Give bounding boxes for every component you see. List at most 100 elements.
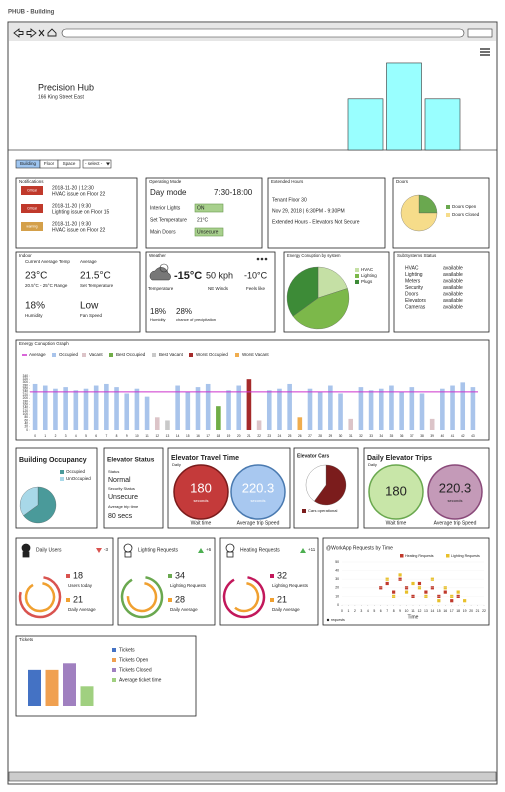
- pie-slice: [400, 194, 438, 232]
- panel-title: Indoor: [19, 253, 32, 258]
- mode-hours: 7:30-18:00: [214, 188, 253, 197]
- legend-label: Plugs: [361, 279, 373, 284]
- panel: [15, 251, 141, 333]
- point: [424, 590, 428, 594]
- y-tick-label: 20: [24, 425, 28, 429]
- x-tick-label: 13: [424, 609, 428, 613]
- setting-highlight: [194, 227, 224, 237]
- legend-swatch: [270, 598, 274, 602]
- x-tick-label: 4: [367, 609, 369, 613]
- panel: [15, 635, 197, 717]
- x-tick-label: 1: [44, 434, 46, 438]
- panel: [363, 447, 490, 529]
- x-tick-label: 27: [308, 434, 312, 438]
- notification-text: Lighting issue on Floor 15: [52, 209, 109, 215]
- menu-dot[interactable]: [264, 257, 268, 261]
- bar: [154, 417, 160, 430]
- x-tick-label: 16: [196, 434, 200, 438]
- x-tick-label: 15: [437, 609, 441, 613]
- setting-highlight: [194, 203, 224, 213]
- panel-title: Doors: [396, 179, 409, 184]
- menu-dot[interactable]: [256, 257, 260, 261]
- kpi-value: 220.3: [242, 480, 275, 495]
- widget-label: Daily Average: [272, 607, 300, 612]
- panel-title: Operating Mode: [149, 179, 182, 184]
- ring: [24, 581, 56, 613]
- widget-label: Users today: [68, 583, 93, 588]
- panel: [392, 177, 490, 249]
- bar: [165, 420, 170, 430]
- x-tick-label: 24: [278, 434, 282, 438]
- delta-arrow: [96, 548, 102, 553]
- x-tick-label: 8: [393, 609, 395, 613]
- label: 18%: [150, 307, 166, 316]
- y-tick-label: 50: [335, 560, 339, 564]
- back-button[interactable]: [13, 28, 24, 38]
- bar: [63, 387, 68, 430]
- bar: [83, 388, 89, 430]
- delta: +11: [308, 547, 316, 552]
- x-tick-label: 10: [405, 609, 409, 613]
- x-tick-label: 29: [329, 434, 333, 438]
- bar: [277, 388, 282, 430]
- notification-time: 2018-11-20 | 9:30: [52, 203, 91, 209]
- x-tick-label: 22: [257, 434, 261, 438]
- legend-swatch: [82, 353, 86, 357]
- x-tick-label: 11: [145, 434, 149, 438]
- panel-title: Tickets: [19, 637, 34, 642]
- mode: Day mode: [150, 188, 187, 197]
- label: Lighting: [405, 272, 423, 278]
- x-tick-label: 36: [400, 434, 404, 438]
- panel-title: Extended Hours: [271, 179, 304, 184]
- legend-swatch: [52, 353, 56, 357]
- label: Fan Speed: [80, 313, 103, 318]
- x-tick-label: 5: [373, 609, 375, 613]
- tab[interactable]: [57, 159, 81, 169]
- panel: [219, 537, 319, 626]
- bar: [440, 388, 445, 430]
- x-tick-label: 13: [166, 434, 170, 438]
- bar: [246, 379, 252, 430]
- widget-value: 34: [175, 570, 185, 580]
- browser-frame: [7, 21, 498, 785]
- home-button[interactable]: [47, 28, 57, 37]
- point: [385, 581, 389, 586]
- y-tick-label: 120: [23, 409, 29, 413]
- widget-label: Lighting Requests: [170, 583, 207, 588]
- legend-swatch: [109, 353, 113, 357]
- legend-label: Occupied: [66, 469, 86, 474]
- delta-arrow: [300, 548, 306, 553]
- x-tick-label: 39: [430, 434, 434, 438]
- setting-value: 21°C: [197, 217, 209, 223]
- bar: [470, 387, 476, 430]
- close-button[interactable]: [38, 29, 45, 37]
- label: Humidity: [25, 313, 43, 318]
- legend-swatch: [168, 598, 172, 602]
- legend-label: HVAC: [361, 267, 374, 272]
- panel: [15, 537, 114, 626]
- label: 23°C: [25, 271, 47, 282]
- forward-button[interactable]: [26, 28, 37, 38]
- x-tick-label: 8: [116, 434, 118, 438]
- label: Meters: [405, 278, 421, 284]
- bar: [63, 663, 76, 706]
- label: Doors: [405, 291, 419, 297]
- dropdown[interactable]: [82, 159, 112, 169]
- kpi-circle: [230, 464, 286, 520]
- search-box[interactable]: [467, 28, 493, 38]
- panel-title: SubSystems Status: [397, 253, 437, 258]
- y-tick-label: 40: [24, 421, 28, 425]
- bar: [358, 387, 364, 430]
- ring: [234, 581, 260, 613]
- legend-swatch: [400, 554, 404, 558]
- delta: -3: [104, 547, 108, 552]
- address-bar[interactable]: [61, 28, 465, 38]
- label: Average: [80, 259, 97, 264]
- widget-icon: [226, 551, 234, 558]
- bar: [80, 686, 94, 706]
- legend-swatch: [112, 648, 116, 652]
- menu-dot[interactable]: [260, 257, 264, 261]
- badge: [21, 186, 43, 195]
- legend-label: Lighting Requests: [451, 554, 480, 558]
- bar: [226, 390, 231, 430]
